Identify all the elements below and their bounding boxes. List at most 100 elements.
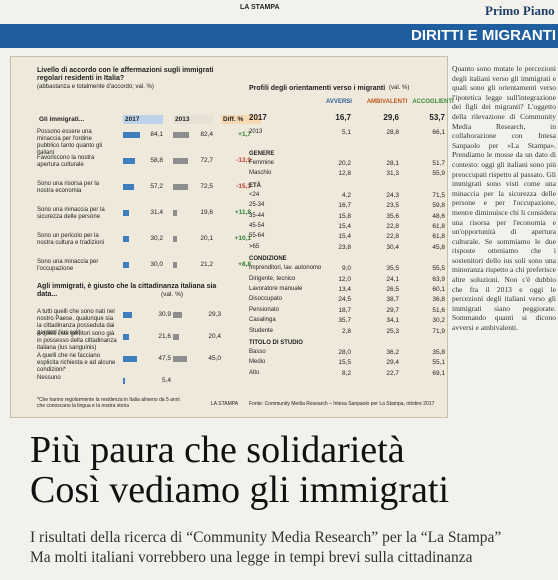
band-title: DIRITTI E MIGRANTI <box>411 27 556 44</box>
cell: 55,9 <box>432 170 445 178</box>
cell: 61,8 <box>432 233 445 241</box>
cell: 69,1 <box>432 369 445 377</box>
bar <box>173 356 187 362</box>
cell: 29,4 <box>386 359 399 367</box>
value-label: 30,0 <box>150 261 163 268</box>
source: Fonte: Community Media Research – Intesa… <box>249 401 435 407</box>
group-heading: GENERE <box>249 151 275 157</box>
cell: 71,5 <box>432 191 445 199</box>
row-label: 25-34 <box>249 202 265 209</box>
row-label: Favoriscono la nostra apertura culturale <box>37 155 95 168</box>
bar <box>123 236 130 242</box>
value-label: 84,1 <box>150 131 163 138</box>
group-heading: TITOLO DI STUDIO <box>249 340 303 346</box>
row-label: Pensionato <box>249 306 280 313</box>
section: Primo Piano <box>485 3 555 18</box>
diff: +8,8 <box>238 261 251 268</box>
cell: 38,7 <box>386 296 399 304</box>
credit: LA STAMPA <box>211 401 239 407</box>
row-label: A quelli che ne facciano esplicita richi… <box>37 353 116 373</box>
row-label: >65 <box>249 243 260 250</box>
cell: 35,6 <box>386 212 399 220</box>
cell: 55,1 <box>432 359 445 367</box>
bar <box>123 378 125 384</box>
cell: 36,2 <box>386 349 399 356</box>
subhead: Ma molti italiani vorrebbero una legge i… <box>30 549 473 566</box>
column-header: Gli immigrati... <box>37 115 121 124</box>
cell: 4,2 <box>341 191 351 199</box>
cell: 5,1 <box>341 129 351 136</box>
cell: 45,8 <box>432 243 445 251</box>
row-label: <24 <box>249 191 260 198</box>
cell: 59,8 <box>432 202 445 210</box>
value-label: 5,4 <box>161 377 171 384</box>
headline: Più paura che solidarietà Così vediamo gl… <box>30 430 449 510</box>
cell: 35,8 <box>432 349 445 356</box>
value-label: 20,1 <box>200 235 213 242</box>
value-label: 29,3 <box>208 311 221 318</box>
diff: -15,3 <box>236 183 251 190</box>
footnote: *Che hanno regolarmente la residenza in … <box>37 397 180 409</box>
cell: 8,2 <box>341 369 351 377</box>
paper-name: LA STAMPA <box>240 4 280 11</box>
column-header: 2013 <box>173 115 213 124</box>
value-label: 72,7 <box>200 157 213 164</box>
cell: 15,8 <box>338 212 351 220</box>
row-label: 55-64 <box>249 233 265 240</box>
cell: 15,4 <box>338 233 351 241</box>
bar <box>123 312 133 318</box>
cell: 61,8 <box>432 223 445 230</box>
cell: 20,2 <box>338 160 351 167</box>
cell: 16,7 <box>338 202 351 210</box>
cell: 22,8 <box>386 223 399 230</box>
cell: 24,5 <box>338 296 351 304</box>
bar <box>173 132 190 138</box>
group-heading: CONDIZIONE <box>249 256 287 263</box>
table-subtitle: (abbastanza e totalmente d'accordo; val.… <box>37 84 154 90</box>
cell: 63,9 <box>432 275 445 283</box>
row-label: Possono essere una minaccia per l'ordine… <box>37 129 103 156</box>
row-label: Maschio <box>249 170 272 177</box>
value-label: 21,6 <box>158 333 171 340</box>
bar <box>123 184 135 190</box>
value-label: 58,8 <box>150 157 163 164</box>
bar <box>173 236 178 242</box>
bar <box>173 158 188 164</box>
bar <box>123 262 129 268</box>
cell: 26,5 <box>386 286 399 293</box>
row-label: Casalinga <box>249 317 276 324</box>
value-label: 19,6 <box>200 209 213 216</box>
cell: 22,7 <box>386 369 399 377</box>
diff: -13,9 <box>236 157 251 164</box>
row-label: 35-44 <box>249 212 265 219</box>
group-heading: ETÀ <box>249 182 261 189</box>
row-label: Basso <box>249 349 266 355</box>
row-label: Nessuno <box>37 375 61 381</box>
infographic: Livello di accordo con le affermazioni s… <box>10 56 454 418</box>
cell: 60,1 <box>432 286 445 293</box>
cell: 28,1 <box>386 160 399 167</box>
row-label: A quelli i cui genitori sono già in poss… <box>37 331 117 351</box>
table-title: Livello di accordo con le affermazioni s… <box>37 67 214 82</box>
cell: 28,0 <box>338 349 351 356</box>
cell: 16,7 <box>335 113 351 122</box>
cell: 18,7 <box>338 306 351 314</box>
row-label: Studente <box>249 327 274 334</box>
bar <box>173 312 182 318</box>
cell: 24,3 <box>386 191 399 199</box>
bar <box>173 334 180 340</box>
bar <box>123 356 138 362</box>
cell: 24,1 <box>386 275 399 283</box>
cell: 23,5 <box>386 202 399 210</box>
row-label: Dirigente, tecnico <box>249 275 296 282</box>
cell: 2,8 <box>341 327 351 335</box>
row-label: 2017 <box>249 113 267 122</box>
diff: +1,7 <box>238 131 251 138</box>
value-label: 72,5 <box>200 183 213 190</box>
value-label: 45,0 <box>208 355 221 362</box>
cell: 34,1 <box>386 317 399 325</box>
bar <box>123 158 135 164</box>
column-header: AVVERSI <box>326 99 352 105</box>
bar <box>123 132 140 138</box>
cell: 30,2 <box>432 317 445 325</box>
